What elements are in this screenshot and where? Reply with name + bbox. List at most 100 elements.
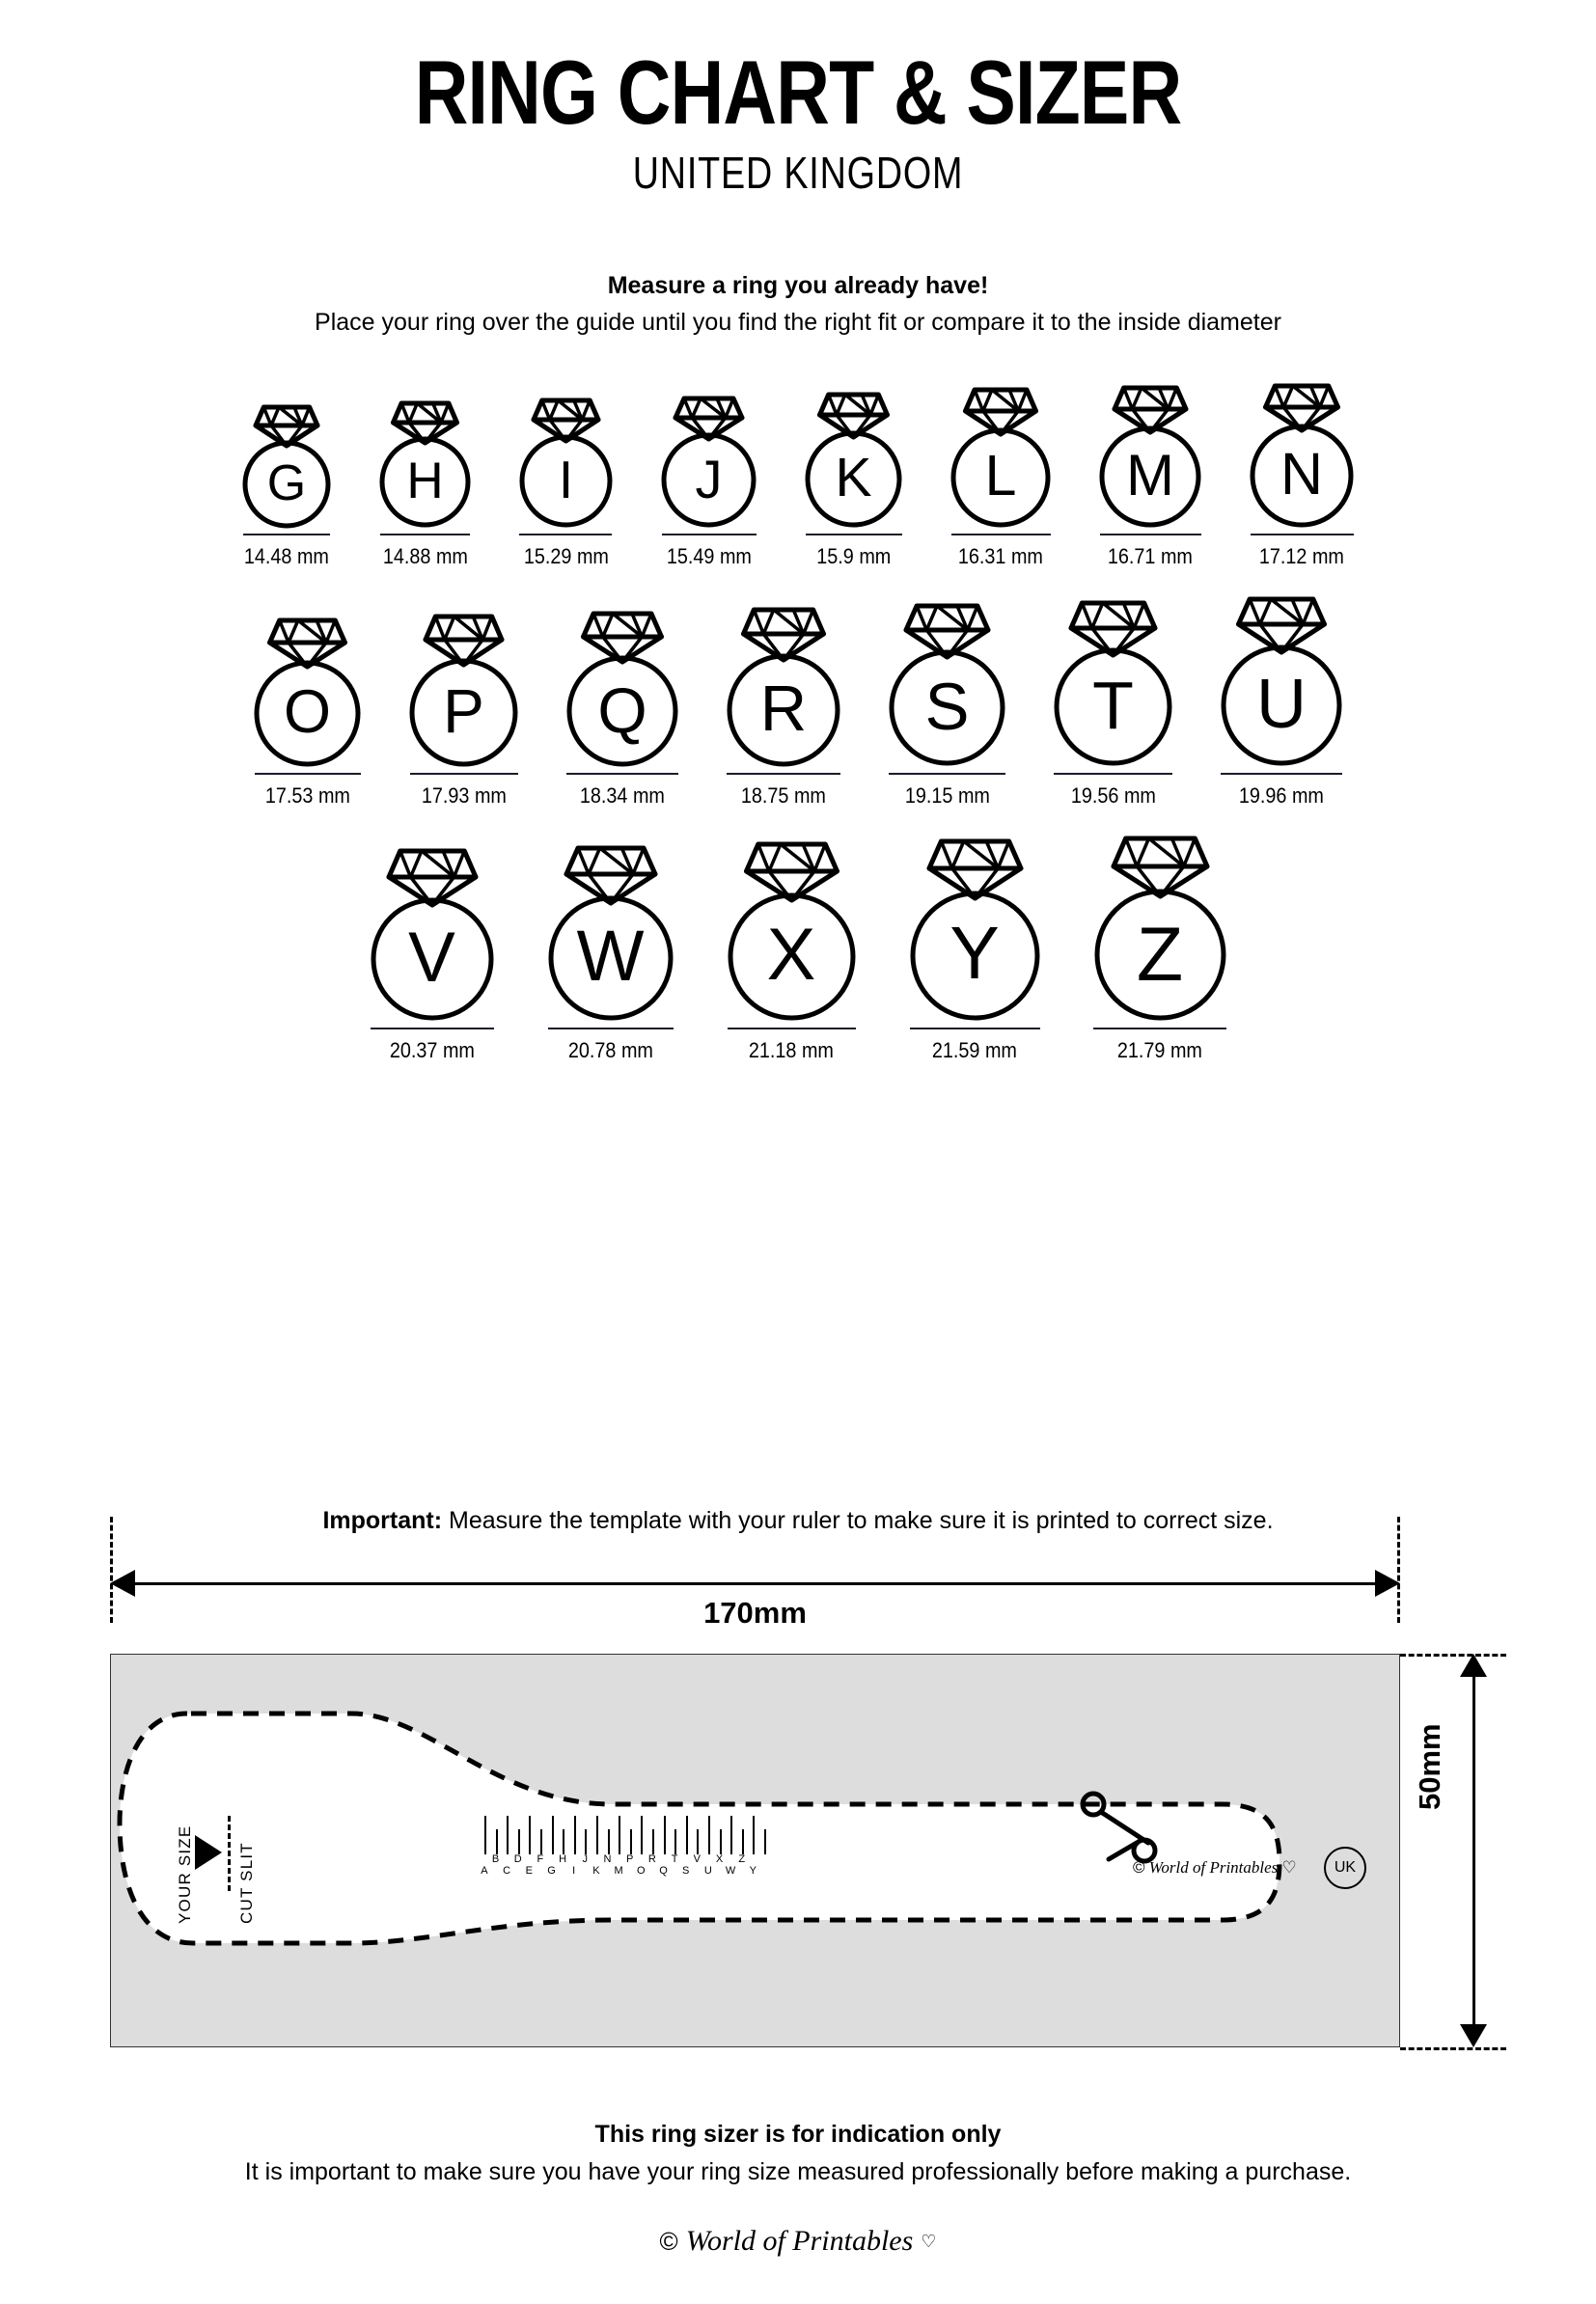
copyright-icon: © xyxy=(659,2226,678,2256)
diameter-rule xyxy=(547,1027,674,1029)
diameter-readout: 20.37 mm xyxy=(370,1027,494,1063)
diameter-label: 21.18 mm xyxy=(748,1037,835,1062)
cut-out-strip-shape xyxy=(117,1711,1282,1946)
ring-size-letter: S xyxy=(924,669,970,744)
strip-brand-name: World of Printables xyxy=(1148,1858,1279,1877)
ring-size-cell-v: V 20.37 mm xyxy=(365,846,500,1063)
instructions-block: Measure a ring you already have! Place y… xyxy=(0,272,1596,337)
diamond-ring-icon: Q xyxy=(561,609,684,773)
diameter-label: 19.56 mm xyxy=(1070,782,1156,808)
ring-size-row-2: O 17.53 mm P 17.93 mm Q 18.34 mm R 18.75 mm S 19.… xyxy=(0,594,1596,809)
scale-tick xyxy=(585,1829,588,1854)
ring-size-cell-i: I 15.29 mm xyxy=(513,396,619,569)
diameter-label: 15.9 mm xyxy=(815,543,892,568)
diameter-label: 17.12 mm xyxy=(1258,543,1345,568)
diamond-ring-icon: K xyxy=(799,390,908,534)
ring-size-letter: Y xyxy=(949,912,1000,996)
diameter-rule xyxy=(805,533,902,535)
diameter-label: 21.79 mm xyxy=(1116,1037,1203,1062)
scale-letter: T xyxy=(671,1853,678,1865)
important-note: Important: Measure the template with you… xyxy=(0,1507,1596,1535)
diamond-ring-icon: Y xyxy=(904,837,1046,1028)
ring-size-cell-q: Q 18.34 mm xyxy=(561,609,684,809)
instructions-heading: Measure a ring you already have! xyxy=(607,271,989,299)
scale-letter: F xyxy=(537,1853,544,1865)
width-dimension-label: 170mm xyxy=(703,1596,807,1630)
diameter-readout: 21.59 mm xyxy=(909,1027,1040,1063)
diameter-rule xyxy=(909,1027,1040,1029)
scale-letter: V xyxy=(693,1853,702,1865)
ring-size-row-1: G 14.48 mm H 14.88 mm I 15.29 mm J 15.49 mm K 15.… xyxy=(0,381,1596,569)
diameter-readout: 17.53 mm xyxy=(254,772,361,809)
diamond-ring-icon: J xyxy=(655,394,762,534)
diamond-ring-icon: G xyxy=(236,402,337,534)
page-title: RING CHART & SIZER xyxy=(414,41,1182,143)
ring-size-cell-j: J 15.49 mm xyxy=(655,394,762,569)
your-size-label: YOUR SIZE xyxy=(176,1824,194,1924)
scale-letter: Z xyxy=(738,1853,746,1865)
size-pointer-icon xyxy=(195,1835,222,1870)
ring-size-cell-k: K 15.9 mm xyxy=(799,390,908,569)
ring-size-row-3: V 20.37 mm W 20.78 mm X 21.18 mm Y 21.59 mm Z 21.… xyxy=(0,834,1596,1063)
arrow-bar xyxy=(131,1582,1379,1585)
scale-tick xyxy=(607,1829,610,1854)
diameter-label: 20.37 mm xyxy=(389,1037,475,1062)
diameter-readout: 17.12 mm xyxy=(1250,533,1354,569)
diameter-readout: 19.96 mm xyxy=(1221,772,1342,809)
diameter-label: 19.15 mm xyxy=(904,782,990,808)
diameter-rule xyxy=(254,772,361,775)
guide-line-bottom-right xyxy=(1400,2047,1506,2050)
diameter-label: 18.34 mm xyxy=(579,782,666,808)
diameter-rule xyxy=(661,533,757,535)
arrow-bar-vertical xyxy=(1472,1673,1475,2028)
diameter-rule xyxy=(1099,533,1201,535)
diameter-readout: 15.9 mm xyxy=(805,533,902,569)
diamond-ring-icon: V xyxy=(365,846,500,1028)
scale-tick xyxy=(697,1829,700,1854)
scale-tick xyxy=(708,1816,710,1854)
diameter-rule xyxy=(409,772,518,775)
strip-contents: YOUR SIZE CUT SLIT B D F H J N P R T V X Z A C E G I K M O… xyxy=(110,1654,1400,2047)
diamond-ring-icon: O xyxy=(248,616,367,773)
diameter-label: 19.96 mm xyxy=(1238,782,1325,808)
arrow-head-bottom-icon xyxy=(1460,2024,1487,2047)
heart-icon: ♡ xyxy=(1281,1858,1297,1877)
ring-size-letter: I xyxy=(558,450,574,510)
ring-size-letter: M xyxy=(1126,442,1174,507)
scissors-icon xyxy=(1080,1791,1158,1864)
ring-size-cell-h: H 14.88 mm xyxy=(373,398,477,569)
scale-tick xyxy=(495,1829,498,1854)
scale-letter: N xyxy=(603,1853,612,1865)
copyright-icon: © xyxy=(1133,1858,1145,1877)
diameter-rule xyxy=(370,1027,494,1029)
ring-size-letter: X xyxy=(766,914,816,996)
scale-tick xyxy=(563,1829,565,1854)
diameter-rule xyxy=(1221,772,1342,775)
scale-letter: H xyxy=(559,1853,567,1865)
diamond-ring-icon: H xyxy=(373,398,477,534)
important-label: Important: xyxy=(322,1507,443,1534)
ring-size-letter: G xyxy=(266,455,307,512)
diamond-ring-icon: U xyxy=(1215,594,1348,773)
ring-size-cell-w: W 20.78 mm xyxy=(542,843,679,1063)
scale-tick xyxy=(730,1816,733,1854)
ring-size-cell-u: U 19.96 mm xyxy=(1215,594,1348,809)
diamond-ring-icon: M xyxy=(1093,383,1207,534)
page-subtitle: UNITED KINGDOM xyxy=(632,147,964,198)
diameter-readout: 17.93 mm xyxy=(409,772,518,809)
scale-letter: P xyxy=(626,1853,634,1865)
footer-block: This ring sizer is for indication only I… xyxy=(0,2121,1596,2258)
scale-tick xyxy=(573,1816,576,1854)
instructions-detail: Place your ring over the guide until you… xyxy=(315,308,1281,336)
diamond-ring-icon: R xyxy=(721,605,846,773)
diamond-ring-icon: X xyxy=(722,839,862,1028)
diameter-rule xyxy=(1250,533,1354,535)
scale-letter: W xyxy=(725,1865,736,1877)
diameter-label: 21.59 mm xyxy=(931,1037,1018,1062)
scale-letter: A xyxy=(481,1865,488,1877)
ring-size-letter: W xyxy=(576,916,645,997)
ring-size-cell-l: L 16.31 mm xyxy=(945,385,1057,569)
ring-size-letter: N xyxy=(1280,441,1324,507)
diamond-ring-icon: S xyxy=(883,601,1011,773)
ring-size-letter: U xyxy=(1256,665,1307,743)
